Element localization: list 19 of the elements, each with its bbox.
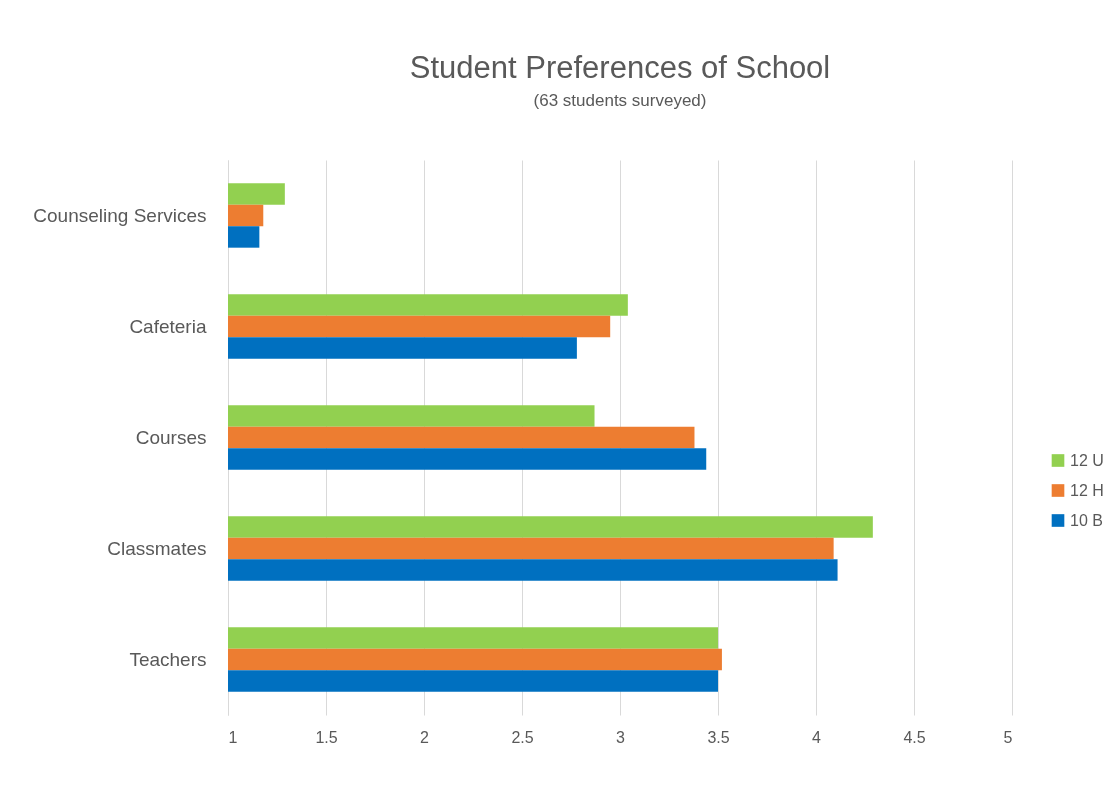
x-tick-label: 4: [812, 728, 822, 746]
x-tick-label: 5: [1003, 728, 1013, 746]
chart-title: Student Preferences of School: [409, 50, 831, 85]
y-tick-label: Counseling Services: [33, 204, 207, 226]
y-tick-label: Courses: [135, 426, 207, 448]
x-tick-label: 2: [420, 728, 430, 746]
legend-label: 12 H: [1070, 481, 1104, 499]
x-tick-label: 1: [228, 728, 238, 746]
x-tick-label: 1.5: [315, 728, 338, 746]
y-tick-label: Classmates: [107, 537, 207, 559]
chart-subtitle: (63 students surveyed): [533, 91, 707, 110]
x-tick-label: 3: [616, 728, 626, 746]
y-tick-label: Teachers: [129, 648, 207, 670]
x-tick-label: 3.5: [707, 728, 730, 746]
legend-label: 10 B: [1070, 511, 1103, 529]
legend-label: 12 U: [1070, 451, 1104, 469]
y-tick-label: Cafeteria: [129, 315, 207, 337]
x-tick-label: 2.5: [511, 728, 534, 746]
x-tick-label: 4.5: [903, 728, 926, 746]
